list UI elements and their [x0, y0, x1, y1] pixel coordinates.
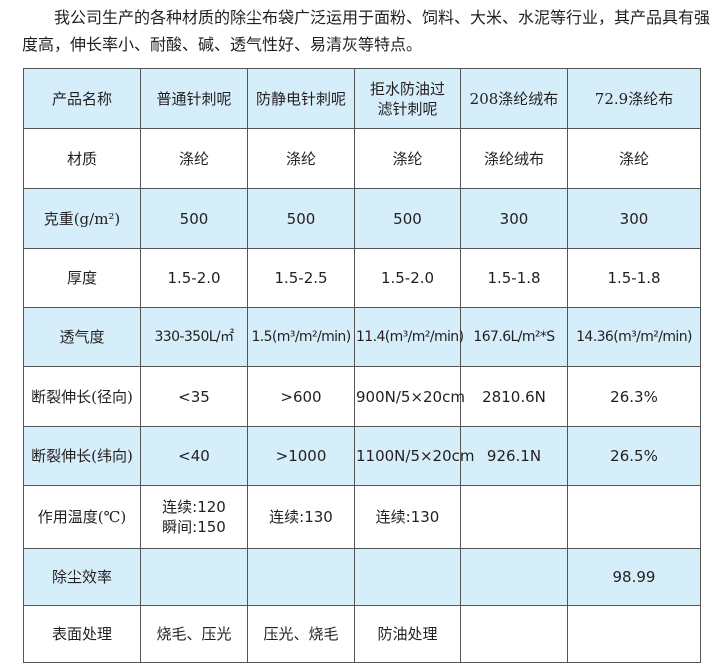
table-cell: 1.5-1.8: [460, 248, 568, 308]
table-cell: [140, 548, 248, 606]
intro-paragraph: 我公司生产的各种材质的除尘布袋广泛运用于面粉、饲料、大米、水泥等行业，其产品具有…: [22, 8, 711, 54]
table-cell: 防油处理: [354, 605, 461, 663]
table-row: 表面处理 烧毛、压光 压光、烧毛 防油处理: [23, 605, 701, 663]
table-cell: [247, 548, 355, 606]
table-row: 断裂伸长(纬向) <40 >1000 1100N/5×20cm 926.1N 26.5%: [23, 426, 701, 486]
row-label: 除尘效率: [23, 548, 141, 606]
table-cell: 98.99: [567, 548, 701, 606]
row-label: 作用温度(℃): [23, 485, 141, 549]
row-label: 断裂伸长(纬向): [23, 426, 141, 486]
table-cell: 涤纶: [140, 128, 248, 189]
table-cell: 1.5-2.0: [140, 248, 248, 308]
table-cell: 防静电针刺呢: [247, 68, 355, 129]
table-cell: 连续:130: [247, 485, 355, 549]
table-cell: 26.5%: [567, 426, 701, 486]
table-cell: [460, 548, 568, 606]
table-cell: 1.5-2.0: [354, 248, 461, 308]
table-cell: <40: [140, 426, 248, 486]
table-cell: 烧毛、压光: [140, 605, 248, 663]
table-cell: >1000: [247, 426, 355, 486]
table-cell: 14.36(m³/m²/min): [567, 307, 701, 367]
row-label: 断裂伸长(径向): [23, 366, 141, 427]
table-cell: 1.5(m³/m²/min): [247, 307, 355, 367]
table-cell: 26.3%: [567, 366, 701, 427]
product-spec-table: 产品名称 普通针刺呢 防静电针刺呢 拒水防油过 滤针刺呢 208涤纶绒布 72.9涤纶布材…: [23, 68, 701, 663]
row-label: 材质: [23, 128, 141, 189]
table-cell: 500: [354, 188, 461, 249]
table-cell: 1.5-2.5: [247, 248, 355, 308]
table-cell: 1.5-1.8: [567, 248, 701, 308]
table-cell: 1100N/5×20cm: [354, 426, 475, 486]
table-cell: [567, 485, 701, 549]
row-label: 克重(g/m²): [23, 188, 141, 249]
table-cell: [460, 605, 568, 663]
table-row: 断裂伸长(径向) <35 >600 900N/5×20cm 2810.6N 26.3%: [23, 366, 701, 427]
table-cell: [567, 605, 701, 663]
table-cell: >600: [247, 366, 355, 427]
table-row: 克重(g/m²) 500 500 500 300 300: [23, 188, 701, 249]
table-cell: 涤纶: [247, 128, 355, 189]
table-cell: 2810.6N: [460, 366, 568, 427]
table-cell: 压光、烧毛: [247, 605, 355, 663]
table-cell: 167.6L/m²*S: [460, 307, 568, 367]
table-cell: 500: [140, 188, 248, 249]
table-cell: [460, 485, 568, 549]
table-cell: <35: [140, 366, 248, 427]
table-cell: 300: [567, 188, 701, 249]
table-cell: 涤纶绒布: [460, 128, 568, 189]
row-label: 厚度: [23, 248, 141, 308]
table-cell: 涤纶: [567, 128, 701, 189]
table-cell: [354, 548, 461, 606]
table-row: 透气度 330-350L/㎡ 1.5(m³/m²/min) 11.4(m³/m²/mi…: [23, 307, 701, 367]
table-row: 作用温度(℃) 连续:120 瞬间:150 连续:130 连续:130: [23, 485, 701, 549]
table-row: 厚度 1.5-2.0 1.5-2.5 1.5-2.0 1.5-1.8 1.5-1.8: [23, 248, 701, 308]
table-row: 除尘效率 98.99: [23, 548, 701, 606]
table-cell: 926.1N: [460, 426, 568, 486]
row-label: 表面处理: [23, 605, 141, 663]
table-row: 材质 涤纶 涤纶 涤纶 涤纶绒布 涤纶: [23, 128, 701, 189]
table-cell: 72.9涤纶布: [567, 68, 701, 129]
table-cell: 900N/5×20cm: [354, 366, 465, 427]
table-cell: 500: [247, 188, 355, 249]
table-cell: 11.4(m³/m²/min): [354, 307, 464, 367]
table-cell: 连续:120 瞬间:150: [140, 485, 248, 549]
table-cell: 涤纶: [354, 128, 461, 189]
table-cell: 330-350L/㎡: [140, 307, 248, 367]
table-cell: 连续:130: [354, 485, 461, 549]
table-cell: 普通针刺呢: [140, 68, 248, 129]
row-label: 透气度: [23, 307, 141, 367]
row-label: 产品名称: [23, 68, 141, 129]
table-cell: 300: [460, 188, 568, 249]
table-cell: 拒水防油过 滤针刺呢: [354, 68, 461, 129]
table-cell: 208涤纶绒布: [460, 68, 568, 129]
table-row: 产品名称 普通针刺呢 防静电针刺呢 拒水防油过 滤针刺呢 208涤纶绒布 72.9涤纶布: [23, 68, 701, 129]
